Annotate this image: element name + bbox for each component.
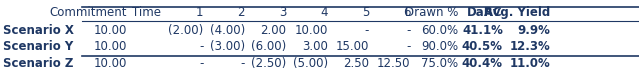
Text: 90.0%: 90.0% [421, 40, 458, 53]
Text: Scenario X: Scenario X [3, 24, 74, 37]
Text: 10.00: 10.00 [93, 40, 127, 53]
Text: 12.3%: 12.3% [510, 40, 550, 53]
Text: 75.0%: 75.0% [421, 57, 458, 70]
Text: 10.00: 10.00 [93, 57, 127, 70]
Text: (6.00): (6.00) [251, 40, 286, 53]
Text: (4.00): (4.00) [209, 24, 245, 37]
Text: -: - [241, 57, 245, 70]
Text: -: - [406, 40, 410, 53]
Text: Time: Time [132, 6, 161, 19]
Text: Scenario Y: Scenario Y [3, 40, 74, 53]
Text: -: - [365, 24, 369, 37]
Text: 9.9%: 9.9% [518, 24, 550, 37]
Text: 4: 4 [320, 6, 328, 19]
Text: 3: 3 [279, 6, 286, 19]
Text: 5: 5 [362, 6, 369, 19]
Text: 40.5%: 40.5% [462, 40, 503, 53]
Text: 1: 1 [196, 6, 204, 19]
Text: 10.00: 10.00 [93, 24, 127, 37]
Text: 2.00: 2.00 [260, 24, 286, 37]
Text: 41.1%: 41.1% [462, 24, 503, 37]
Text: 2: 2 [237, 6, 245, 19]
Text: DaRC: DaRC [467, 6, 503, 19]
Text: 60.0%: 60.0% [421, 24, 458, 37]
Text: -: - [199, 57, 204, 70]
Text: 2.50: 2.50 [343, 57, 369, 70]
Text: (5.00): (5.00) [292, 57, 328, 70]
Text: (2.50): (2.50) [251, 57, 286, 70]
Text: Drawn %: Drawn % [405, 6, 458, 19]
Text: -: - [199, 40, 204, 53]
Text: 15.00: 15.00 [336, 40, 369, 53]
Text: Scenario Z: Scenario Z [3, 57, 74, 70]
Text: 11.0%: 11.0% [510, 57, 550, 70]
Text: 10.00: 10.00 [294, 24, 328, 37]
Text: -: - [406, 24, 410, 37]
Text: Commitment: Commitment [49, 6, 127, 19]
Text: 3.00: 3.00 [302, 40, 328, 53]
Text: (2.00): (2.00) [168, 24, 204, 37]
Text: Avg. Yield: Avg. Yield [484, 6, 550, 19]
Text: (3.00): (3.00) [210, 40, 245, 53]
Text: 12.50: 12.50 [377, 57, 410, 70]
Text: 6: 6 [403, 6, 410, 19]
Text: 40.4%: 40.4% [462, 57, 503, 70]
